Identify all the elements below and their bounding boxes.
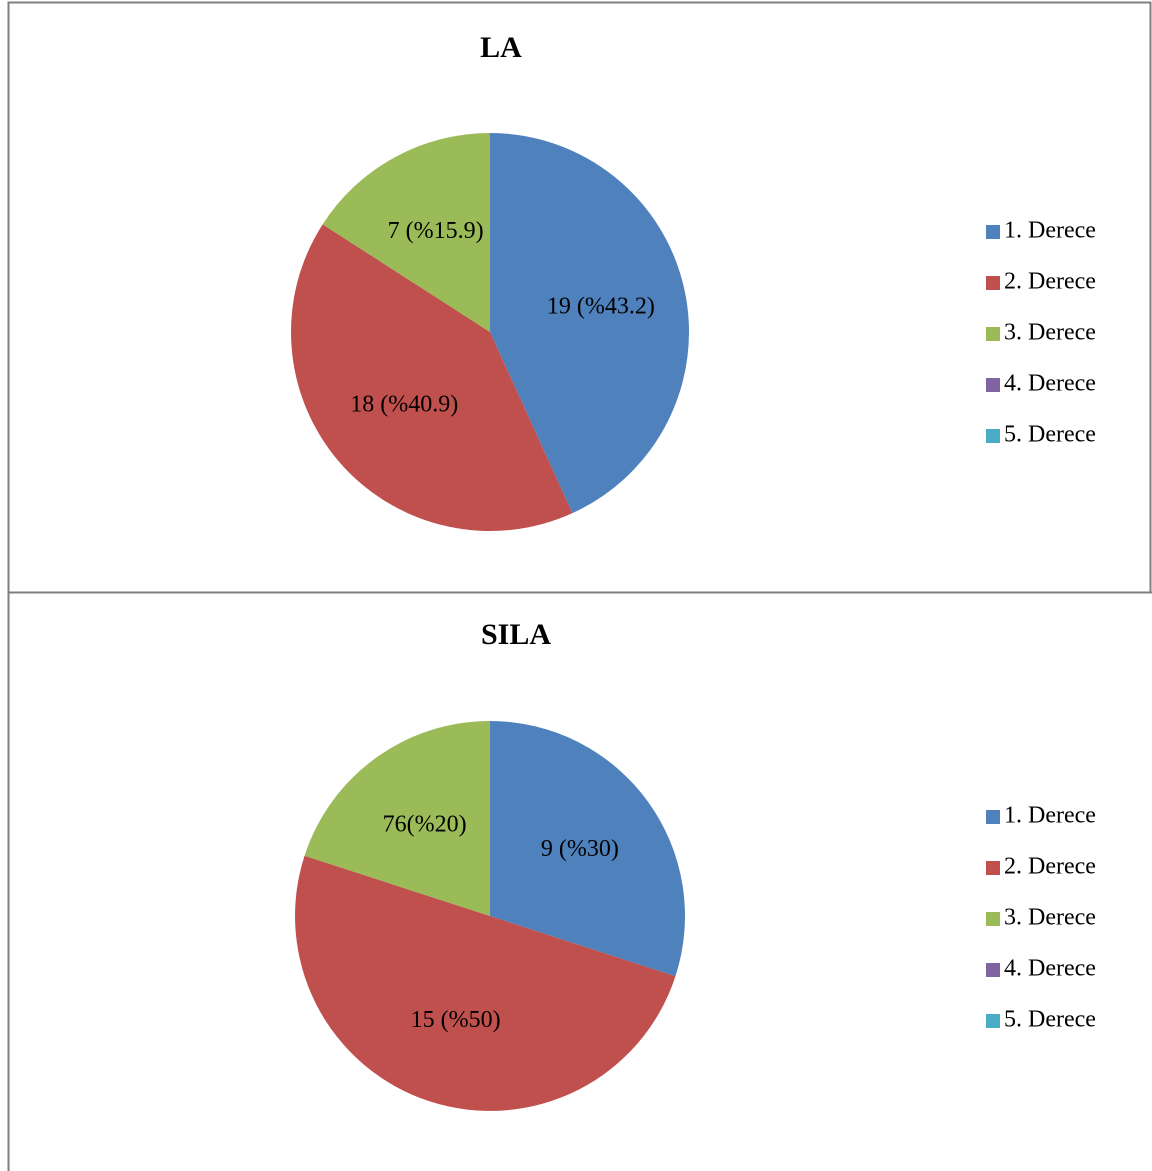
legend-label: 3. Derece: [1004, 320, 1096, 346]
legend-label: 2. Derece: [1004, 854, 1096, 880]
legend-swatch: [986, 276, 1000, 290]
legend-label: 5. Derece: [1004, 422, 1096, 448]
data-label: 18 (%40.9): [350, 392, 458, 418]
pie-slice: [490, 721, 685, 977]
data-label: 76(%20): [383, 812, 467, 838]
legend-label: 1. Derece: [1004, 218, 1096, 244]
legend-swatch: [986, 225, 1000, 239]
data-label: 9 (%30): [541, 836, 619, 862]
legend-swatch: [986, 963, 1000, 977]
frame: [7, 1, 1152, 1171]
legend-label: 5. Derece: [1004, 1007, 1096, 1033]
pie-slice: [291, 224, 573, 531]
legend-swatch: [986, 861, 1000, 875]
pie-slice: [295, 855, 676, 1111]
pie-slice: [304, 721, 490, 916]
data-label: 19 (%43.2): [547, 293, 655, 319]
legend-swatch: [986, 429, 1000, 443]
data-label: 7 (%15.9): [388, 218, 484, 244]
legend-swatch: [986, 1014, 1000, 1028]
legend-label: 1. Derece: [1004, 803, 1096, 829]
legend-label: 2. Derece: [1004, 269, 1096, 295]
legend-swatch: [986, 378, 1000, 392]
legend-label: 3. Derece: [1004, 905, 1096, 931]
legend-label: 4. Derece: [1004, 956, 1096, 982]
chart-title: LA: [480, 31, 522, 64]
pie-slice: [490, 133, 690, 514]
pie-slice: [322, 133, 490, 332]
legend-swatch: [986, 912, 1000, 926]
legend-swatch: [986, 810, 1000, 824]
chart-title: SILA: [481, 618, 551, 651]
legend-label: 4. Derece: [1004, 371, 1096, 397]
data-label: 15 (%50): [411, 1007, 501, 1033]
legend-swatch: [986, 327, 1000, 341]
